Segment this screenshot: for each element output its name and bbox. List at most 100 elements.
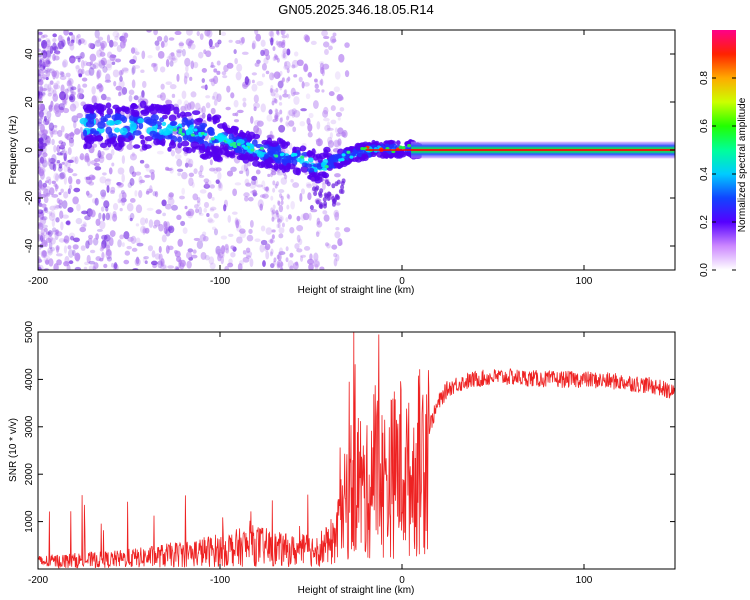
heatmap-cell — [60, 84, 65, 94]
heatmap-cell — [118, 91, 122, 97]
heatmap-cell — [206, 145, 211, 153]
heatmap-cell — [38, 230, 42, 240]
heatmap-cell — [256, 80, 264, 86]
heatmap-cell — [215, 167, 222, 172]
heatmap-cell — [176, 113, 182, 118]
heatmap-cell — [202, 235, 209, 242]
heatmap-cell — [46, 118, 51, 124]
heatmap-cell — [239, 228, 246, 234]
heatmap-cell — [141, 50, 146, 60]
heatmap-cell — [185, 157, 191, 165]
heatmap-cell — [211, 95, 215, 100]
heatmap-cell — [312, 186, 317, 192]
heatmap-cell — [294, 243, 300, 250]
heatmap-cell — [92, 95, 99, 104]
heatmap-cell — [81, 77, 88, 82]
heatmap-cell — [158, 246, 162, 253]
heatmap-cell — [296, 234, 301, 243]
heatmap-cell — [277, 217, 281, 223]
heatmap-cell — [85, 135, 93, 144]
heatmap-cell — [195, 208, 199, 214]
heatmap-cell — [66, 80, 72, 87]
heatmap-cell — [179, 195, 185, 200]
heatmap-cell — [65, 72, 71, 78]
heatmap-cell — [89, 63, 97, 70]
heatmap-cell — [112, 30, 120, 38]
heatmap-cell — [286, 68, 290, 74]
heatmap-cell — [236, 236, 243, 244]
heatmap-cell — [73, 120, 77, 129]
heatmap-cell — [121, 192, 127, 199]
heatmap-cell — [93, 162, 100, 167]
heatmap-cell — [38, 267, 42, 270]
heatmap-cell — [186, 30, 193, 36]
heatmap-cell — [168, 114, 177, 122]
heatmap-cell — [253, 94, 259, 104]
heatmap-cell — [55, 245, 60, 251]
heatmap-cell — [338, 53, 345, 63]
heatmap-cell — [49, 211, 53, 217]
heatmap-cell — [274, 93, 280, 98]
heatmap-cell — [187, 158, 194, 168]
heatmap-cell — [45, 38, 51, 43]
heatmap-cell — [309, 205, 314, 211]
heatmap-cell — [67, 188, 71, 195]
heatmap-cell — [97, 36, 104, 41]
heatmap-cell — [286, 193, 290, 199]
heatmap-cell — [105, 212, 111, 221]
heatmap-cell — [323, 146, 331, 153]
heatmap-cell — [346, 150, 351, 154]
heatmap-cell — [215, 245, 222, 255]
heatmap-cell — [63, 245, 68, 254]
heatmap-cell — [279, 216, 283, 222]
heatmap-cell — [340, 184, 345, 190]
x-tick-label: 100 — [576, 575, 593, 586]
heatmap-cell — [324, 48, 329, 56]
heatmap-cell — [38, 151, 43, 159]
heatmap-cell — [39, 67, 46, 74]
heatmap-cell — [171, 93, 176, 99]
heatmap-cell — [38, 64, 45, 71]
heatmap-cell — [286, 204, 290, 210]
heatmap-cell — [72, 196, 79, 205]
heatmap-cell — [261, 73, 266, 78]
heatmap-cell — [134, 190, 138, 197]
heatmap-cell — [228, 258, 233, 265]
heatmap-cell — [251, 175, 258, 181]
heatmap-cell — [122, 32, 127, 38]
heatmap-cell — [269, 251, 273, 257]
heatmap-cell — [386, 140, 394, 145]
heatmap-cell — [106, 34, 111, 44]
heatmap-cell — [401, 146, 406, 150]
heatmap-cell — [192, 249, 197, 254]
heatmap-cell — [251, 190, 257, 194]
heatmap-cell — [130, 47, 136, 54]
heatmap-cell — [314, 79, 319, 86]
heatmap-cell — [298, 238, 303, 246]
heatmap-cell — [334, 181, 339, 187]
heatmap-cell — [183, 75, 188, 85]
heatmap-cell — [209, 159, 213, 166]
heatmap-cell — [53, 145, 57, 153]
heatmap-cell — [274, 157, 283, 164]
heatmap-cell — [323, 192, 328, 198]
heatmap-cell — [322, 210, 328, 215]
heatmap-cell — [51, 218, 55, 228]
heatmap-cell — [144, 105, 149, 111]
heatmap-cell — [38, 163, 46, 170]
heatmap-cell — [121, 199, 126, 206]
heatmap-cell — [69, 103, 77, 112]
heatmap-cell — [218, 138, 223, 142]
heatmap-cell — [340, 131, 346, 137]
heatmap-cell — [407, 144, 412, 148]
heatmap-cell — [47, 157, 51, 167]
heatmap-cell — [59, 106, 64, 113]
heatmap-cell — [46, 110, 52, 119]
heatmap-cell — [253, 106, 257, 112]
heatmap-cell — [47, 83, 52, 92]
heatmap-cell — [41, 250, 47, 257]
heatmap-cell — [77, 88, 84, 95]
heatmap-cell — [77, 33, 81, 39]
heatmap-cell — [300, 213, 306, 222]
